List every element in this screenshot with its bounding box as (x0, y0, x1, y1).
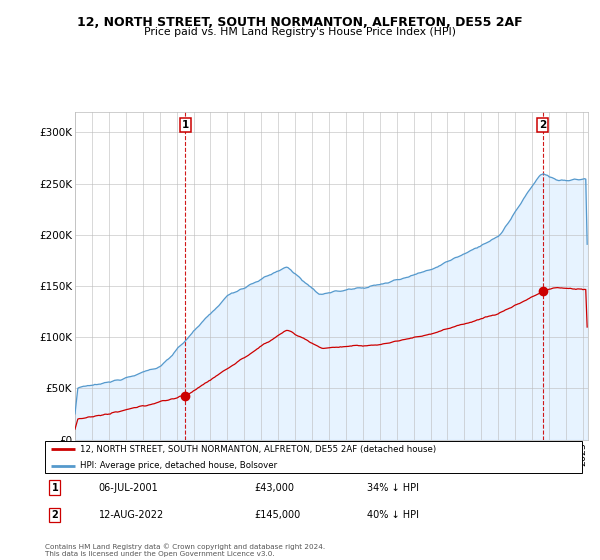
Text: 40% ↓ HPI: 40% ↓ HPI (367, 510, 419, 520)
Text: 06-JUL-2001: 06-JUL-2001 (98, 483, 158, 493)
FancyBboxPatch shape (45, 441, 582, 473)
Text: 2: 2 (52, 510, 58, 520)
Text: 34% ↓ HPI: 34% ↓ HPI (367, 483, 419, 493)
Text: 12, NORTH STREET, SOUTH NORMANTON, ALFRETON, DE55 2AF (detached house): 12, NORTH STREET, SOUTH NORMANTON, ALFRE… (80, 445, 436, 454)
Text: 12, NORTH STREET, SOUTH NORMANTON, ALFRETON, DE55 2AF: 12, NORTH STREET, SOUTH NORMANTON, ALFRE… (77, 16, 523, 29)
Text: £145,000: £145,000 (254, 510, 301, 520)
Text: Contains HM Land Registry data © Crown copyright and database right 2024.
This d: Contains HM Land Registry data © Crown c… (45, 544, 325, 557)
Text: 1: 1 (52, 483, 58, 493)
Text: 1: 1 (182, 120, 189, 130)
Text: HPI: Average price, detached house, Bolsover: HPI: Average price, detached house, Bols… (80, 461, 277, 470)
Text: £43,000: £43,000 (254, 483, 295, 493)
Text: Price paid vs. HM Land Registry's House Price Index (HPI): Price paid vs. HM Land Registry's House … (144, 27, 456, 38)
Text: 2: 2 (539, 120, 546, 130)
Text: 12-AUG-2022: 12-AUG-2022 (98, 510, 164, 520)
